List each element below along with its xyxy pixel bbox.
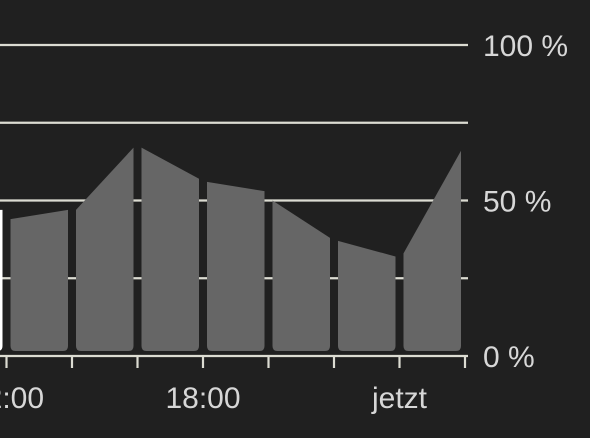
bar bbox=[272, 200, 330, 351]
x-axis bbox=[0, 354, 468, 368]
bar bbox=[141, 147, 199, 351]
bars bbox=[0, 147, 461, 351]
x-tick-label: 12:00 bbox=[0, 382, 44, 415]
bar bbox=[338, 240, 396, 351]
bar bbox=[76, 147, 134, 351]
x-tick-labels: 12:00 18:00 jetzt bbox=[0, 382, 428, 415]
bar bbox=[207, 181, 265, 351]
bar bbox=[10, 209, 68, 351]
x-tick-label: jetzt bbox=[371, 382, 428, 415]
y-tick-label: 50 % bbox=[483, 186, 551, 219]
bar bbox=[403, 150, 461, 351]
selected-bar bbox=[0, 209, 3, 351]
y-tick-label: 100 % bbox=[483, 30, 568, 63]
x-tick-label: 18:00 bbox=[165, 382, 240, 415]
y-tick-label: 0 % bbox=[483, 341, 535, 374]
y-tick-labels: 0 % 50 % 100 % bbox=[483, 30, 568, 374]
